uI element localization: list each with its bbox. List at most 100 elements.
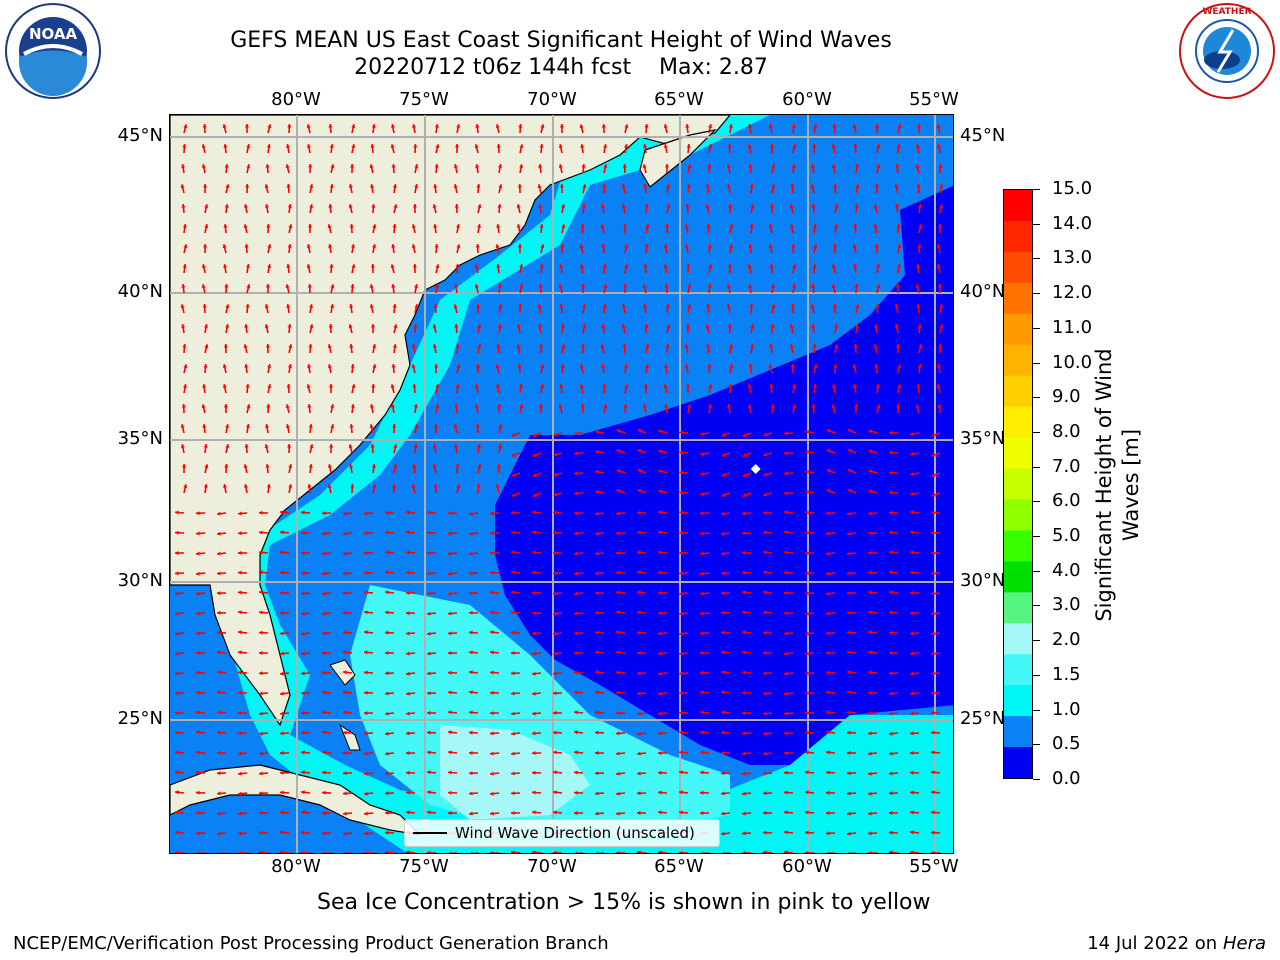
wave-direction-arrowhead: [385, 731, 389, 736]
wave-direction-arrowhead: [453, 424, 458, 429]
wave-direction-arrowhead: [763, 472, 768, 477]
wave-direction-arrowhead: [579, 264, 584, 268]
wave-direction-arrowhead: [202, 124, 207, 128]
wave-direction-arrowhead: [826, 710, 830, 715]
wave-direction-arrowhead: [532, 473, 537, 478]
wave-direction-arrowhead: [328, 384, 334, 388]
wave-direction-arrowhead: [616, 650, 620, 655]
wave-direction-arrowhead: [516, 204, 521, 209]
wave-direction-arrowhead: [579, 124, 584, 129]
wave-direction-arrowhead: [540, 384, 545, 388]
wave-direction-arrowhead: [448, 511, 452, 516]
wave-direction-arrowhead: [915, 284, 920, 289]
wave-direction-arrowhead: [579, 244, 584, 249]
wave-direction-arrowhead: [847, 571, 851, 576]
wave-direction-arrowhead: [637, 711, 641, 716]
wave-direction-arrowhead: [385, 550, 389, 555]
wave-direction-arrowhead: [679, 810, 683, 815]
wave-direction-arrowhead: [721, 551, 725, 556]
wave-direction-arrowhead: [490, 771, 494, 776]
wave-height-map[interactable]: [169, 114, 954, 854]
colorbar-swatch: [1004, 685, 1032, 717]
wave-direction-arrowhead: [306, 244, 311, 248]
wave-direction-arrowhead: [784, 590, 788, 595]
wave-direction-arrowhead: [889, 530, 893, 535]
wave-direction-arrowhead: [784, 651, 788, 656]
wave-direction-arrowhead: [931, 631, 935, 636]
wave-direction-arrowhead: [238, 751, 242, 756]
wave-direction-arrowhead: [265, 424, 270, 428]
wave-direction-arrowhead: [876, 284, 881, 289]
wave-direction-arrowhead: [826, 571, 830, 576]
wave-direction-arrowhead: [393, 324, 398, 329]
wave-direction-arrowhead: [852, 244, 857, 249]
wave-direction-arrowhead: [238, 791, 242, 796]
wave-direction-arrowhead: [727, 144, 732, 148]
colorbar-tick-mark: [1033, 431, 1040, 433]
wave-direction-arrowhead: [868, 831, 872, 836]
wave-direction-arrowhead: [637, 488, 642, 493]
wave-direction-arrowhead: [847, 551, 851, 556]
wave-direction-arrowhead: [721, 511, 725, 516]
wave-direction-arrowhead: [406, 751, 410, 756]
wave-direction-arrowhead: [322, 571, 326, 576]
wave-direction-arrowhead: [931, 710, 935, 715]
date-text: 14 Jul 2022 on: [1087, 933, 1223, 954]
wave-direction-arrowhead: [181, 404, 186, 408]
wave-direction-arrowhead: [621, 184, 626, 189]
wave-direction-arrow: [219, 852, 226, 853]
wave-direction-arrowhead: [330, 424, 335, 429]
wave-direction-arrowhead: [876, 144, 881, 149]
wave-direction-arrowhead: [391, 484, 397, 488]
wave-direction-arrowhead: [496, 464, 501, 468]
wave-direction-arrowhead: [574, 750, 578, 755]
wave-direction-arrowhead: [826, 611, 830, 616]
wave-direction-arrowhead: [644, 124, 649, 128]
wave-direction-arrowhead: [784, 631, 788, 636]
wave-direction-arrowhead: [469, 630, 473, 635]
wave-direction-arrowhead: [910, 810, 914, 815]
wave-direction-arrowhead: [910, 631, 914, 636]
wave-direction-arrowhead: [558, 164, 563, 169]
wave-direction-arrowhead: [246, 404, 251, 409]
wave-direction-arrowhead: [664, 364, 669, 368]
wave-direction-arrowhead: [895, 204, 900, 208]
wave-direction-arrowhead: [517, 184, 522, 188]
wave-direction-arrowhead: [196, 730, 200, 735]
lon-tick-top: 70°W: [527, 89, 577, 110]
wave-direction-arrowhead: [812, 384, 817, 388]
wave-direction-arrowhead: [322, 690, 326, 695]
wave-direction-arrowhead: [847, 750, 851, 756]
wave-direction-arrowhead: [784, 431, 788, 436]
wave-direction-arrowhead: [679, 611, 683, 616]
wave-direction-arrowhead: [813, 244, 818, 249]
wave-direction-arrowhead: [392, 224, 397, 228]
wave-direction-arrowhead: [181, 284, 186, 288]
wave-direction-arrowhead: [414, 184, 419, 188]
colorbar-tick-mark: [1033, 640, 1040, 642]
wave-direction-arrowhead: [910, 550, 914, 555]
wave-direction-arrowhead: [406, 611, 410, 616]
wave-direction-arrowhead: [511, 472, 516, 477]
wave-direction-arrowhead: [224, 284, 229, 288]
wave-direction-arrowhead: [217, 571, 221, 576]
wave-direction-arrowhead: [448, 650, 452, 656]
wave-direction-arrowhead: [490, 610, 494, 615]
wave-direction-arrowhead: [285, 164, 290, 169]
wave-direction-arrowhead: [539, 224, 544, 228]
wave-direction-arrowhead: [449, 851, 452, 853]
wave-direction-arrowhead: [245, 264, 250, 268]
wave-direction-arrowhead: [700, 790, 704, 795]
wave-direction-arrowhead: [603, 404, 608, 409]
wave-direction-arrowhead: [553, 591, 557, 596]
wave-direction-arrowhead: [385, 810, 389, 816]
wave-direction-arrowhead: [243, 464, 248, 469]
wave-direction-arrowhead: [264, 304, 269, 309]
wave-direction-arrowhead: [874, 184, 880, 188]
wave-direction-arrowhead: [348, 324, 353, 329]
wave-direction-arrowhead: [385, 771, 389, 776]
wave-direction-arrowhead: [469, 811, 473, 816]
wave-direction-arrowhead: [183, 484, 188, 488]
lon-tick-top: 65°W: [654, 89, 704, 110]
wave-direction-arrowhead: [658, 611, 662, 616]
